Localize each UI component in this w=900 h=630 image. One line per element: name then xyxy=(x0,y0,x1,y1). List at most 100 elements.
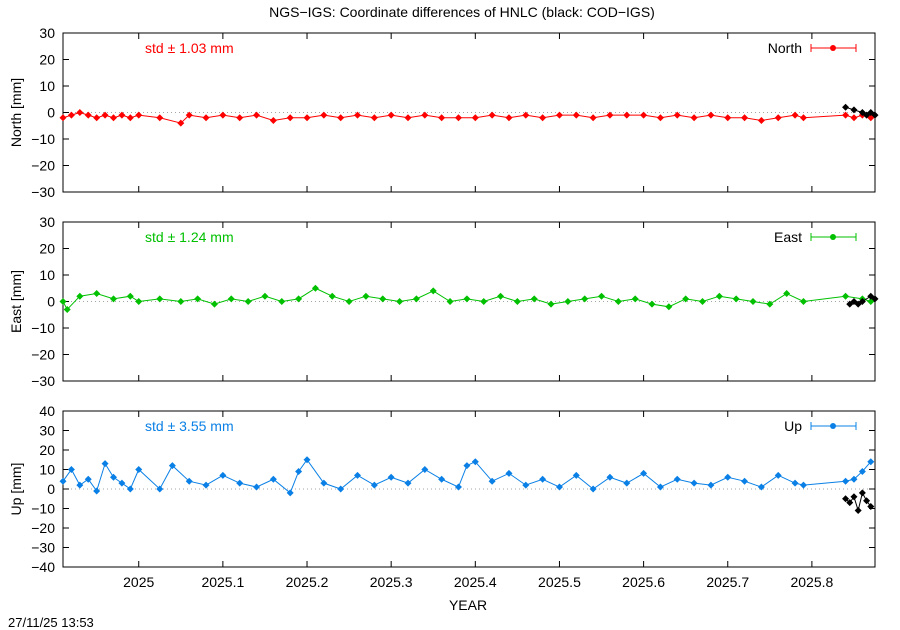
data-point xyxy=(867,503,875,511)
y-tick-label: −30 xyxy=(31,540,55,556)
y-tick-label: 0 xyxy=(47,294,55,310)
y-tick-label: −40 xyxy=(31,559,55,575)
data-point xyxy=(84,475,92,483)
data-point xyxy=(59,477,67,485)
data-point xyxy=(76,292,84,300)
data-point xyxy=(732,295,740,303)
y-tick-label: −30 xyxy=(31,184,55,200)
legend-label: Up xyxy=(784,418,802,434)
data-point xyxy=(741,477,749,485)
data-point xyxy=(93,487,101,495)
data-point xyxy=(101,460,109,468)
legend-marker xyxy=(830,234,836,240)
data-point xyxy=(84,111,92,119)
panel-east: 30 20 10 0 −10 −20 −30 East [mm] std ± 1.24 mm Ea… xyxy=(8,214,879,389)
data-point xyxy=(673,111,681,119)
data-point xyxy=(757,483,765,491)
data-point xyxy=(522,111,530,119)
data-point xyxy=(749,298,757,305)
data-point xyxy=(623,111,631,119)
data-point xyxy=(387,473,395,481)
data-point xyxy=(320,479,328,487)
data-point xyxy=(135,111,143,119)
data-point xyxy=(210,300,218,308)
data-point xyxy=(648,300,656,308)
data-point xyxy=(581,295,589,303)
data-point xyxy=(328,292,336,300)
data-point xyxy=(261,292,269,300)
data-point xyxy=(623,479,631,487)
data-point xyxy=(156,114,164,122)
data-point xyxy=(67,111,75,119)
data-point xyxy=(488,477,496,485)
data-point xyxy=(463,295,471,303)
data-point xyxy=(177,298,185,305)
data-point xyxy=(118,111,126,119)
data-point xyxy=(480,298,488,305)
data-point xyxy=(555,483,563,491)
data-point xyxy=(757,116,765,124)
std-label: std ± 3.55 mm xyxy=(145,418,234,434)
data-point xyxy=(850,114,858,122)
series-line-up xyxy=(62,458,872,494)
data-point xyxy=(429,287,437,295)
data-point xyxy=(253,483,261,491)
data-point xyxy=(253,111,261,119)
data-point xyxy=(194,295,202,303)
y-tick-label: −20 xyxy=(31,347,55,363)
data-point xyxy=(126,485,134,493)
data-point xyxy=(766,300,774,308)
data-point xyxy=(438,114,446,122)
legend-label: East xyxy=(774,229,802,245)
data-point xyxy=(724,114,732,122)
data-point xyxy=(858,467,866,475)
y-tick-label: −10 xyxy=(31,320,55,336)
data-point xyxy=(446,298,454,305)
data-point xyxy=(631,295,639,303)
data-point xyxy=(135,466,143,473)
data-point xyxy=(774,471,782,479)
legend-marker xyxy=(830,423,836,429)
data-point xyxy=(863,497,871,505)
data-point xyxy=(699,298,707,305)
data-point xyxy=(665,303,673,311)
data-point xyxy=(118,479,126,487)
data-point xyxy=(799,298,807,305)
x-tick-label: 2025.7 xyxy=(706,574,749,590)
data-point xyxy=(93,290,101,298)
y-tick-label: −10 xyxy=(31,131,55,147)
data-point xyxy=(564,298,572,305)
data-point xyxy=(791,111,799,119)
y-tick-label: 20 xyxy=(39,442,55,458)
data-point xyxy=(67,466,75,473)
data-point xyxy=(799,481,807,489)
std-label: std ± 1.03 mm xyxy=(145,40,234,56)
y-tick-label: 0 xyxy=(47,105,55,121)
data-point xyxy=(303,114,311,122)
data-point xyxy=(303,456,311,464)
data-point xyxy=(539,114,547,122)
data-point xyxy=(295,295,303,303)
y-axis-label: North [mm] xyxy=(8,78,24,147)
legend-label: North xyxy=(768,40,802,56)
data-point xyxy=(858,298,866,305)
data-point xyxy=(539,475,547,483)
data-point xyxy=(185,111,193,119)
data-point xyxy=(454,483,462,491)
data-point xyxy=(530,295,538,303)
data-point xyxy=(673,475,681,483)
data-point xyxy=(354,471,362,479)
data-point xyxy=(842,292,850,300)
data-point xyxy=(774,114,782,122)
data-point xyxy=(640,111,648,119)
data-point xyxy=(63,305,71,313)
std-label: std ± 1.24 mm xyxy=(145,229,234,245)
y-tick-label: 10 xyxy=(39,462,55,478)
data-point xyxy=(362,292,370,300)
data-point xyxy=(471,114,479,122)
y-tick-label: 10 xyxy=(39,267,55,283)
data-point xyxy=(269,475,277,483)
data-point xyxy=(202,114,210,122)
data-point xyxy=(76,109,84,116)
data-point xyxy=(59,298,67,305)
